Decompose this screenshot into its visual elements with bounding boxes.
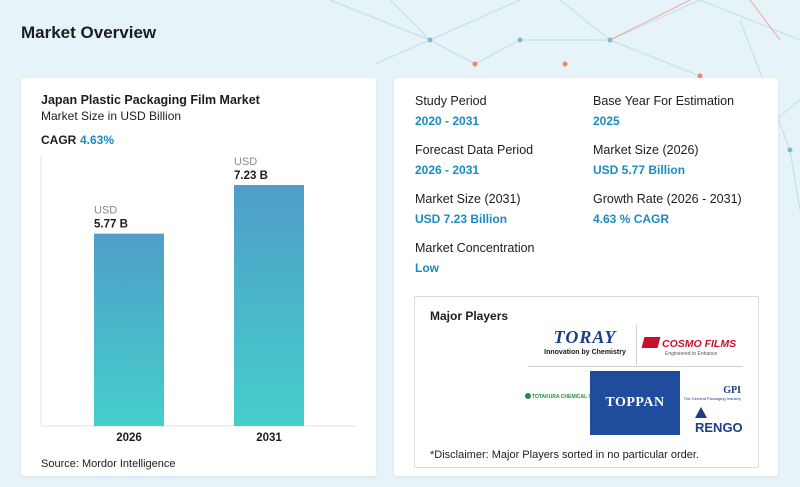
chart-source: Source: Mordor Intelligence [41, 458, 176, 470]
cosmo-films-mark-icon [641, 337, 661, 348]
stat-label: Market Size (2031) [415, 192, 521, 206]
bar-chart: USD 5.77 B 2026 USD 7.23 B 2031 [40, 156, 356, 444]
x-tick-label: 2026 [116, 432, 142, 444]
toppan-logo: TOPPAN [590, 371, 680, 435]
bar-label-prefix: USD [234, 156, 257, 168]
stat-study-period: Study Period 2020 - 2031 [415, 94, 487, 128]
logo-divider [636, 325, 637, 365]
stat-label: Study Period [415, 94, 487, 108]
toray-logo: TORAY Innovation by Chemistry [535, 327, 635, 356]
totakura-chemical-logo: TOTAKURA CHEMICAL CO.,LTD [525, 393, 608, 400]
rengo-logo-wordmark: RENGO [695, 405, 745, 435]
toray-logo-tagline: Innovation by Chemistry [544, 349, 626, 356]
stat-label: Growth Rate (2026 - 2031) [593, 192, 742, 206]
major-players-box: Major Players TORAY Innovation by Chemis… [414, 296, 759, 468]
stat-value: 2025 [593, 114, 620, 128]
bar-data-label: 5.77 B [94, 219, 128, 231]
market-stats-card: Study Period 2020 - 2031 Base Year For E… [394, 78, 778, 476]
bar-data-label: 7.23 B [234, 170, 268, 182]
bar-label-prefix: USD [94, 205, 117, 217]
market-size-chart-card: Japan Plastic Packaging Film Market Mark… [21, 78, 376, 476]
cosmo-films-logo-tagline: Engineered to Enhance [665, 351, 718, 357]
stat-value: 2020 - 2031 [415, 114, 480, 128]
rengo-triangle-icon [695, 407, 707, 418]
players-disclaimer: *Disclaimer: Major Players sorted in no … [430, 449, 699, 461]
gpi-logo-wordmark: GPI [723, 385, 741, 396]
stat-label: Market Concentration [415, 241, 535, 255]
totakura-leaf-icon [525, 393, 531, 399]
gpi-logo-tagline: The General Packaging Industry [683, 396, 741, 401]
cagr-label: CAGR [41, 133, 77, 147]
stat-market-concentration: Market Concentration Low [415, 241, 535, 275]
gpi-rengo-logo: GPI The General Packaging Industry RENGO [683, 385, 745, 435]
stat-forecast-period: Forecast Data Period 2026 - 2031 [415, 143, 533, 177]
stat-market-size-2031: Market Size (2031) USD 7.23 Billion [415, 192, 521, 226]
x-tick-label: 2031 [256, 432, 282, 444]
stat-value: 4.63 % CAGR [593, 212, 670, 226]
stat-base-year: Base Year For Estimation 2025 [593, 94, 734, 128]
stat-value: Low [415, 261, 439, 275]
stat-growth-rate: Growth Rate (2026 - 2031) 4.63 % CAGR [593, 192, 742, 226]
bar-2026 [94, 233, 164, 426]
stat-value: USD 5.77 Billion [593, 163, 686, 177]
stat-value: USD 7.23 Billion [415, 212, 508, 226]
bar-2031 [234, 185, 304, 426]
chart-subtitle: Market Size in USD Billion [41, 109, 182, 123]
toppan-logo-wordmark: TOPPAN [605, 395, 665, 410]
cosmo-films-logo-wordmark: COSMO FILMS [641, 337, 743, 350]
cosmo-films-logo: COSMO FILMS Engineered to Enhance [641, 337, 743, 357]
page-title: Market Overview [21, 23, 157, 42]
stat-value: 2026 - 2031 [415, 163, 480, 177]
stat-market-size-2026: Market Size (2026) USD 5.77 Billion [593, 143, 699, 177]
major-players-title: Major Players [430, 309, 509, 323]
chart-title: Japan Plastic Packaging Film Market [41, 93, 260, 107]
logo-divider [528, 366, 743, 367]
stat-label: Market Size (2026) [593, 143, 699, 157]
stat-label: Base Year For Estimation [593, 94, 735, 108]
stat-label: Forecast Data Period [415, 143, 534, 157]
toray-logo-wordmark: TORAY [553, 327, 617, 347]
cagr-value: 4.63% [80, 133, 115, 147]
